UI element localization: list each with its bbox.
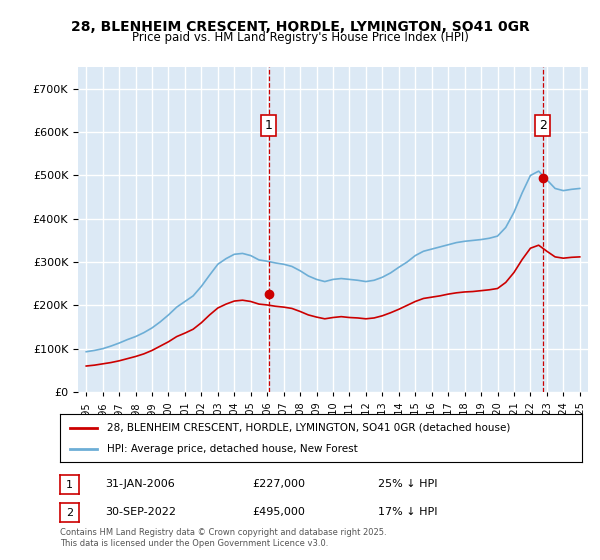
Text: 1: 1 (66, 480, 73, 490)
Text: 28, BLENHEIM CRESCENT, HORDLE, LYMINGTON, SO41 0GR: 28, BLENHEIM CRESCENT, HORDLE, LYMINGTON… (71, 20, 529, 34)
Text: 31-JAN-2006: 31-JAN-2006 (105, 479, 175, 489)
Text: Contains HM Land Registry data © Crown copyright and database right 2025.
This d: Contains HM Land Registry data © Crown c… (60, 528, 386, 548)
Text: 2: 2 (66, 508, 73, 518)
Text: HPI: Average price, detached house, New Forest: HPI: Average price, detached house, New … (107, 444, 358, 454)
Text: 17% ↓ HPI: 17% ↓ HPI (378, 507, 437, 517)
Text: 2: 2 (539, 119, 547, 132)
Text: 30-SEP-2022: 30-SEP-2022 (105, 507, 176, 517)
Text: 25% ↓ HPI: 25% ↓ HPI (378, 479, 437, 489)
Text: £495,000: £495,000 (252, 507, 305, 517)
Text: £227,000: £227,000 (252, 479, 305, 489)
Text: 28, BLENHEIM CRESCENT, HORDLE, LYMINGTON, SO41 0GR (detached house): 28, BLENHEIM CRESCENT, HORDLE, LYMINGTON… (107, 423, 511, 433)
Text: Price paid vs. HM Land Registry's House Price Index (HPI): Price paid vs. HM Land Registry's House … (131, 31, 469, 44)
Text: 1: 1 (265, 119, 272, 132)
